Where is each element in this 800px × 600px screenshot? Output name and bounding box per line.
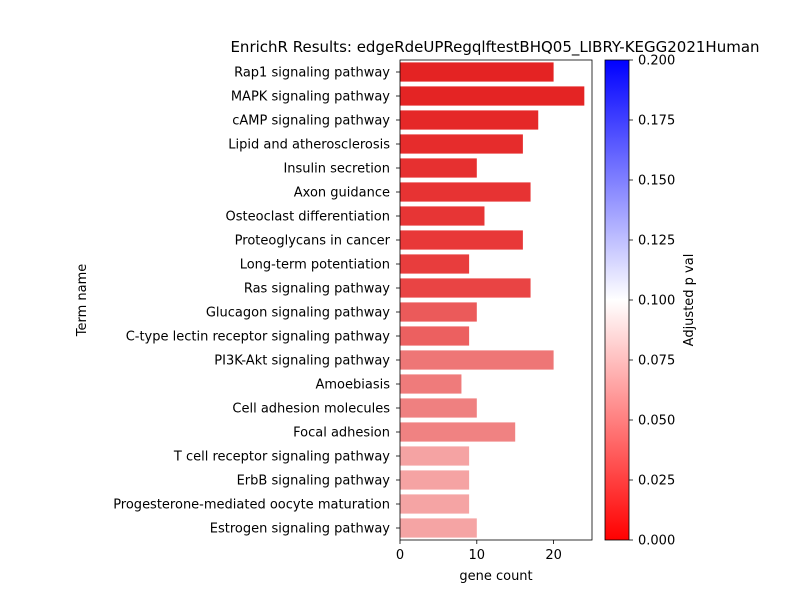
bar (400, 230, 523, 250)
x-axis-label: gene count (459, 569, 532, 584)
colorbar-gradient (604, 59, 630, 541)
category-label: Focal adhesion (293, 426, 390, 441)
category-label: Glucagon signaling pathway (206, 306, 390, 321)
colorbar-tick-label: 0.100 (638, 294, 675, 309)
bar (400, 350, 554, 370)
category-label: Insulin secretion (283, 162, 390, 177)
bar (400, 158, 477, 178)
bar (400, 278, 531, 298)
x-tick-label: 10 (469, 548, 486, 563)
category-label: Amoebiasis (316, 378, 391, 393)
colorbar-tick-label: 0.050 (638, 414, 675, 429)
colorbar-tick-label: 0.175 (638, 114, 675, 129)
category-label: cAMP signaling pathway (232, 114, 390, 129)
x-axis: 0 10 20 (396, 540, 562, 563)
bar (400, 110, 539, 130)
colorbar: 0.000 0.025 0.050 0.075 0.100 0.125 0.150 0.175… (604, 54, 697, 549)
colorbar-ticks: 0.000 0.025 0.050 0.075 0.100 0.125 0.150 0.175… (629, 54, 675, 549)
bar (400, 398, 477, 418)
colorbar-tick-label: 0.200 (638, 54, 675, 69)
category-label: Lipid and atherosclerosis (228, 138, 390, 153)
category-label: Estrogen signaling pathway (210, 522, 391, 537)
bar (400, 134, 523, 154)
axes-frame (399, 59, 593, 541)
category-label: Progesterone-mediated oocyte maturation (113, 498, 390, 513)
bar (400, 374, 462, 394)
colorbar-tick-label: 0.125 (638, 234, 675, 249)
bar (400, 254, 470, 274)
x-tick-label: 20 (545, 548, 562, 563)
category-label: Long-term potentiation (240, 258, 390, 273)
bar (400, 494, 470, 514)
category-label: Proteoglycans in cancer (235, 234, 391, 249)
bar (400, 446, 470, 466)
colorbar-tick-label: 0.150 (638, 174, 675, 189)
bar (400, 302, 477, 322)
category-label: Osteoclast differentiation (226, 210, 390, 225)
category-label: Ras signaling pathway (244, 282, 390, 297)
category-label: Cell adhesion molecules (232, 402, 390, 417)
category-label: Axon guidance (294, 186, 390, 201)
bar (400, 470, 470, 490)
bar (400, 206, 485, 226)
bar (400, 62, 554, 82)
y-axis-label: Term name (75, 264, 90, 338)
category-label: C-type lectin receptor signaling pathway (126, 330, 391, 345)
category-labels: Rap1 signaling pathway MAPK signaling pat… (113, 66, 400, 537)
colorbar-tick-label: 0.025 (638, 474, 675, 489)
colorbar-tick-label: 0.000 (638, 534, 675, 549)
chart-title: EnrichR Results: edgeRdeUPRegqlftestBHQ0… (230, 38, 759, 57)
bar (400, 86, 585, 106)
x-tick-label: 0 (396, 548, 404, 563)
bar (400, 518, 477, 538)
bar (400, 326, 470, 346)
bar (400, 182, 531, 202)
category-label: T cell receptor signaling pathway (173, 450, 390, 465)
colorbar-label: Adjusted p val (682, 254, 697, 347)
category-label: ErbB signaling pathway (237, 474, 391, 489)
bar (400, 422, 516, 442)
colorbar-tick-label: 0.075 (638, 354, 675, 369)
bars-group (400, 62, 585, 538)
category-label: PI3K-Akt signaling pathway (214, 354, 390, 369)
category-label: Rap1 signaling pathway (234, 66, 390, 81)
category-label: MAPK signaling pathway (231, 90, 390, 105)
